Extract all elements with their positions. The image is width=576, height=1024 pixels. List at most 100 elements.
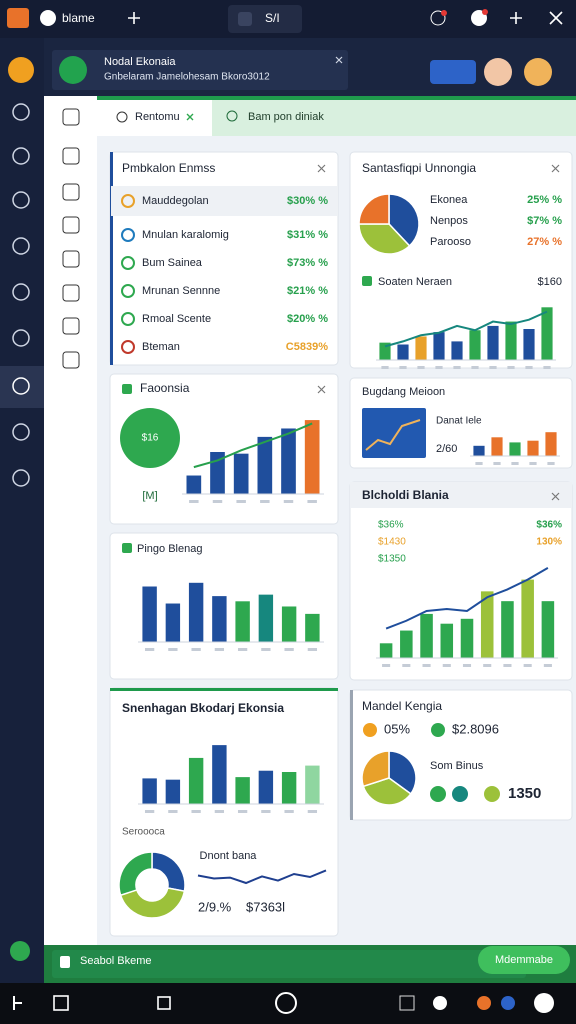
stat: $2.8096 xyxy=(452,721,499,736)
bar xyxy=(541,307,553,360)
badge-circle xyxy=(120,408,180,468)
x-label-placeholder xyxy=(489,366,497,369)
sidebar-icon xyxy=(12,147,30,165)
card-title: Santasfiqpi Unnongia xyxy=(362,161,476,175)
tab-accent xyxy=(97,96,576,100)
pie-slice xyxy=(362,777,412,806)
row-value: C5839% xyxy=(286,341,328,353)
bar xyxy=(304,420,320,494)
bar xyxy=(527,440,539,456)
tab-title[interactable]: S/I xyxy=(265,11,280,25)
x-label-placeholder xyxy=(212,500,223,503)
footer-icon xyxy=(60,956,70,968)
bar xyxy=(487,325,499,360)
bar xyxy=(257,436,273,494)
x-label-placeholder xyxy=(442,664,451,667)
sidebar-icon xyxy=(12,423,30,441)
close-icon[interactable] xyxy=(551,164,560,173)
row-label: Bteman xyxy=(142,341,180,353)
x-label-placeholder xyxy=(191,810,201,813)
bar xyxy=(188,757,204,804)
new-tab-icon xyxy=(128,12,140,24)
x-label-placeholder xyxy=(191,648,201,651)
nav-icon xyxy=(157,996,171,1010)
close-icon[interactable] xyxy=(186,113,194,121)
x-label-placeholder xyxy=(417,366,425,369)
bar xyxy=(212,745,227,804)
sidebar-icon xyxy=(12,103,30,121)
bar xyxy=(473,445,485,456)
sidebar-logo xyxy=(8,57,34,83)
tab[interactable]: Rentomu xyxy=(135,111,180,123)
x-label-placeholder xyxy=(543,366,551,369)
row-value: $30% % xyxy=(287,195,328,207)
bar xyxy=(501,601,514,658)
x-label-placeholder xyxy=(435,366,443,369)
row-icon xyxy=(121,340,135,354)
card-icon xyxy=(362,276,372,286)
trend-line xyxy=(193,422,313,469)
row-value: $36% xyxy=(536,520,562,531)
row-icon xyxy=(121,312,135,326)
card-accent xyxy=(110,152,113,365)
tool-icon xyxy=(62,147,80,165)
thumbnail xyxy=(362,408,426,458)
legend-label: Ekonea xyxy=(430,194,468,206)
sidebar-icon xyxy=(12,469,30,487)
x-label-placeholder xyxy=(529,462,537,465)
nav-icon xyxy=(534,993,554,1013)
card-title: Pingo Blenag xyxy=(137,543,202,555)
footer-button xyxy=(478,946,570,974)
row-label: Rmoal Scente xyxy=(142,313,211,325)
card-title: Blcholdi Blania xyxy=(362,488,449,502)
bar xyxy=(451,341,463,360)
card-title: Snenhagan Bkodarj Ekonsia xyxy=(122,701,284,715)
bar xyxy=(379,643,393,658)
row-label: $36% xyxy=(378,520,404,531)
tab-icon xyxy=(40,10,56,26)
x-label-placeholder xyxy=(283,500,294,503)
nav-home xyxy=(275,992,297,1014)
tool-icon xyxy=(62,216,80,234)
row-icon xyxy=(121,256,135,270)
sidebar-icon xyxy=(12,191,30,209)
icon xyxy=(510,12,522,24)
pie-slice xyxy=(358,223,411,255)
nav-icon xyxy=(53,995,69,1011)
avatar xyxy=(484,58,512,86)
close-icon[interactable] xyxy=(335,56,343,64)
tab[interactable]: Bam pon diniak xyxy=(248,111,324,123)
row-icon xyxy=(121,228,135,242)
app-logo xyxy=(7,8,29,28)
x-label-placeholder xyxy=(547,462,555,465)
bar xyxy=(415,336,427,360)
bar xyxy=(210,452,225,494)
row-value: $31% % xyxy=(287,229,328,241)
close-icon[interactable] xyxy=(549,11,563,25)
x-label-placeholder xyxy=(284,810,294,813)
row-label: Mrunan Sennne xyxy=(142,285,220,297)
tool-icon xyxy=(62,250,80,268)
nav-icon xyxy=(477,996,491,1010)
close-icon[interactable] xyxy=(317,385,326,394)
card-icon xyxy=(122,384,132,394)
x-label-placeholder xyxy=(307,500,317,503)
x-label-placeholder xyxy=(462,664,472,667)
close-icon[interactable] xyxy=(317,164,326,173)
row-label: Bum Sainea xyxy=(142,257,203,269)
tab-title[interactable]: blame xyxy=(62,11,95,25)
notification-icon xyxy=(59,56,87,84)
stat: 05% xyxy=(384,721,410,736)
badge xyxy=(482,9,488,15)
bar xyxy=(165,779,181,804)
close-icon[interactable] xyxy=(551,492,560,501)
button-label[interactable]: Mdemmabe xyxy=(495,954,553,966)
bar xyxy=(541,601,555,658)
bar xyxy=(235,601,250,642)
row-value: $73% % xyxy=(287,257,328,269)
pie-slice xyxy=(118,851,153,897)
x-label-placeholder xyxy=(475,462,483,465)
row-icon xyxy=(121,194,135,208)
tool-icon xyxy=(62,108,80,126)
x-label-placeholder xyxy=(402,664,411,667)
